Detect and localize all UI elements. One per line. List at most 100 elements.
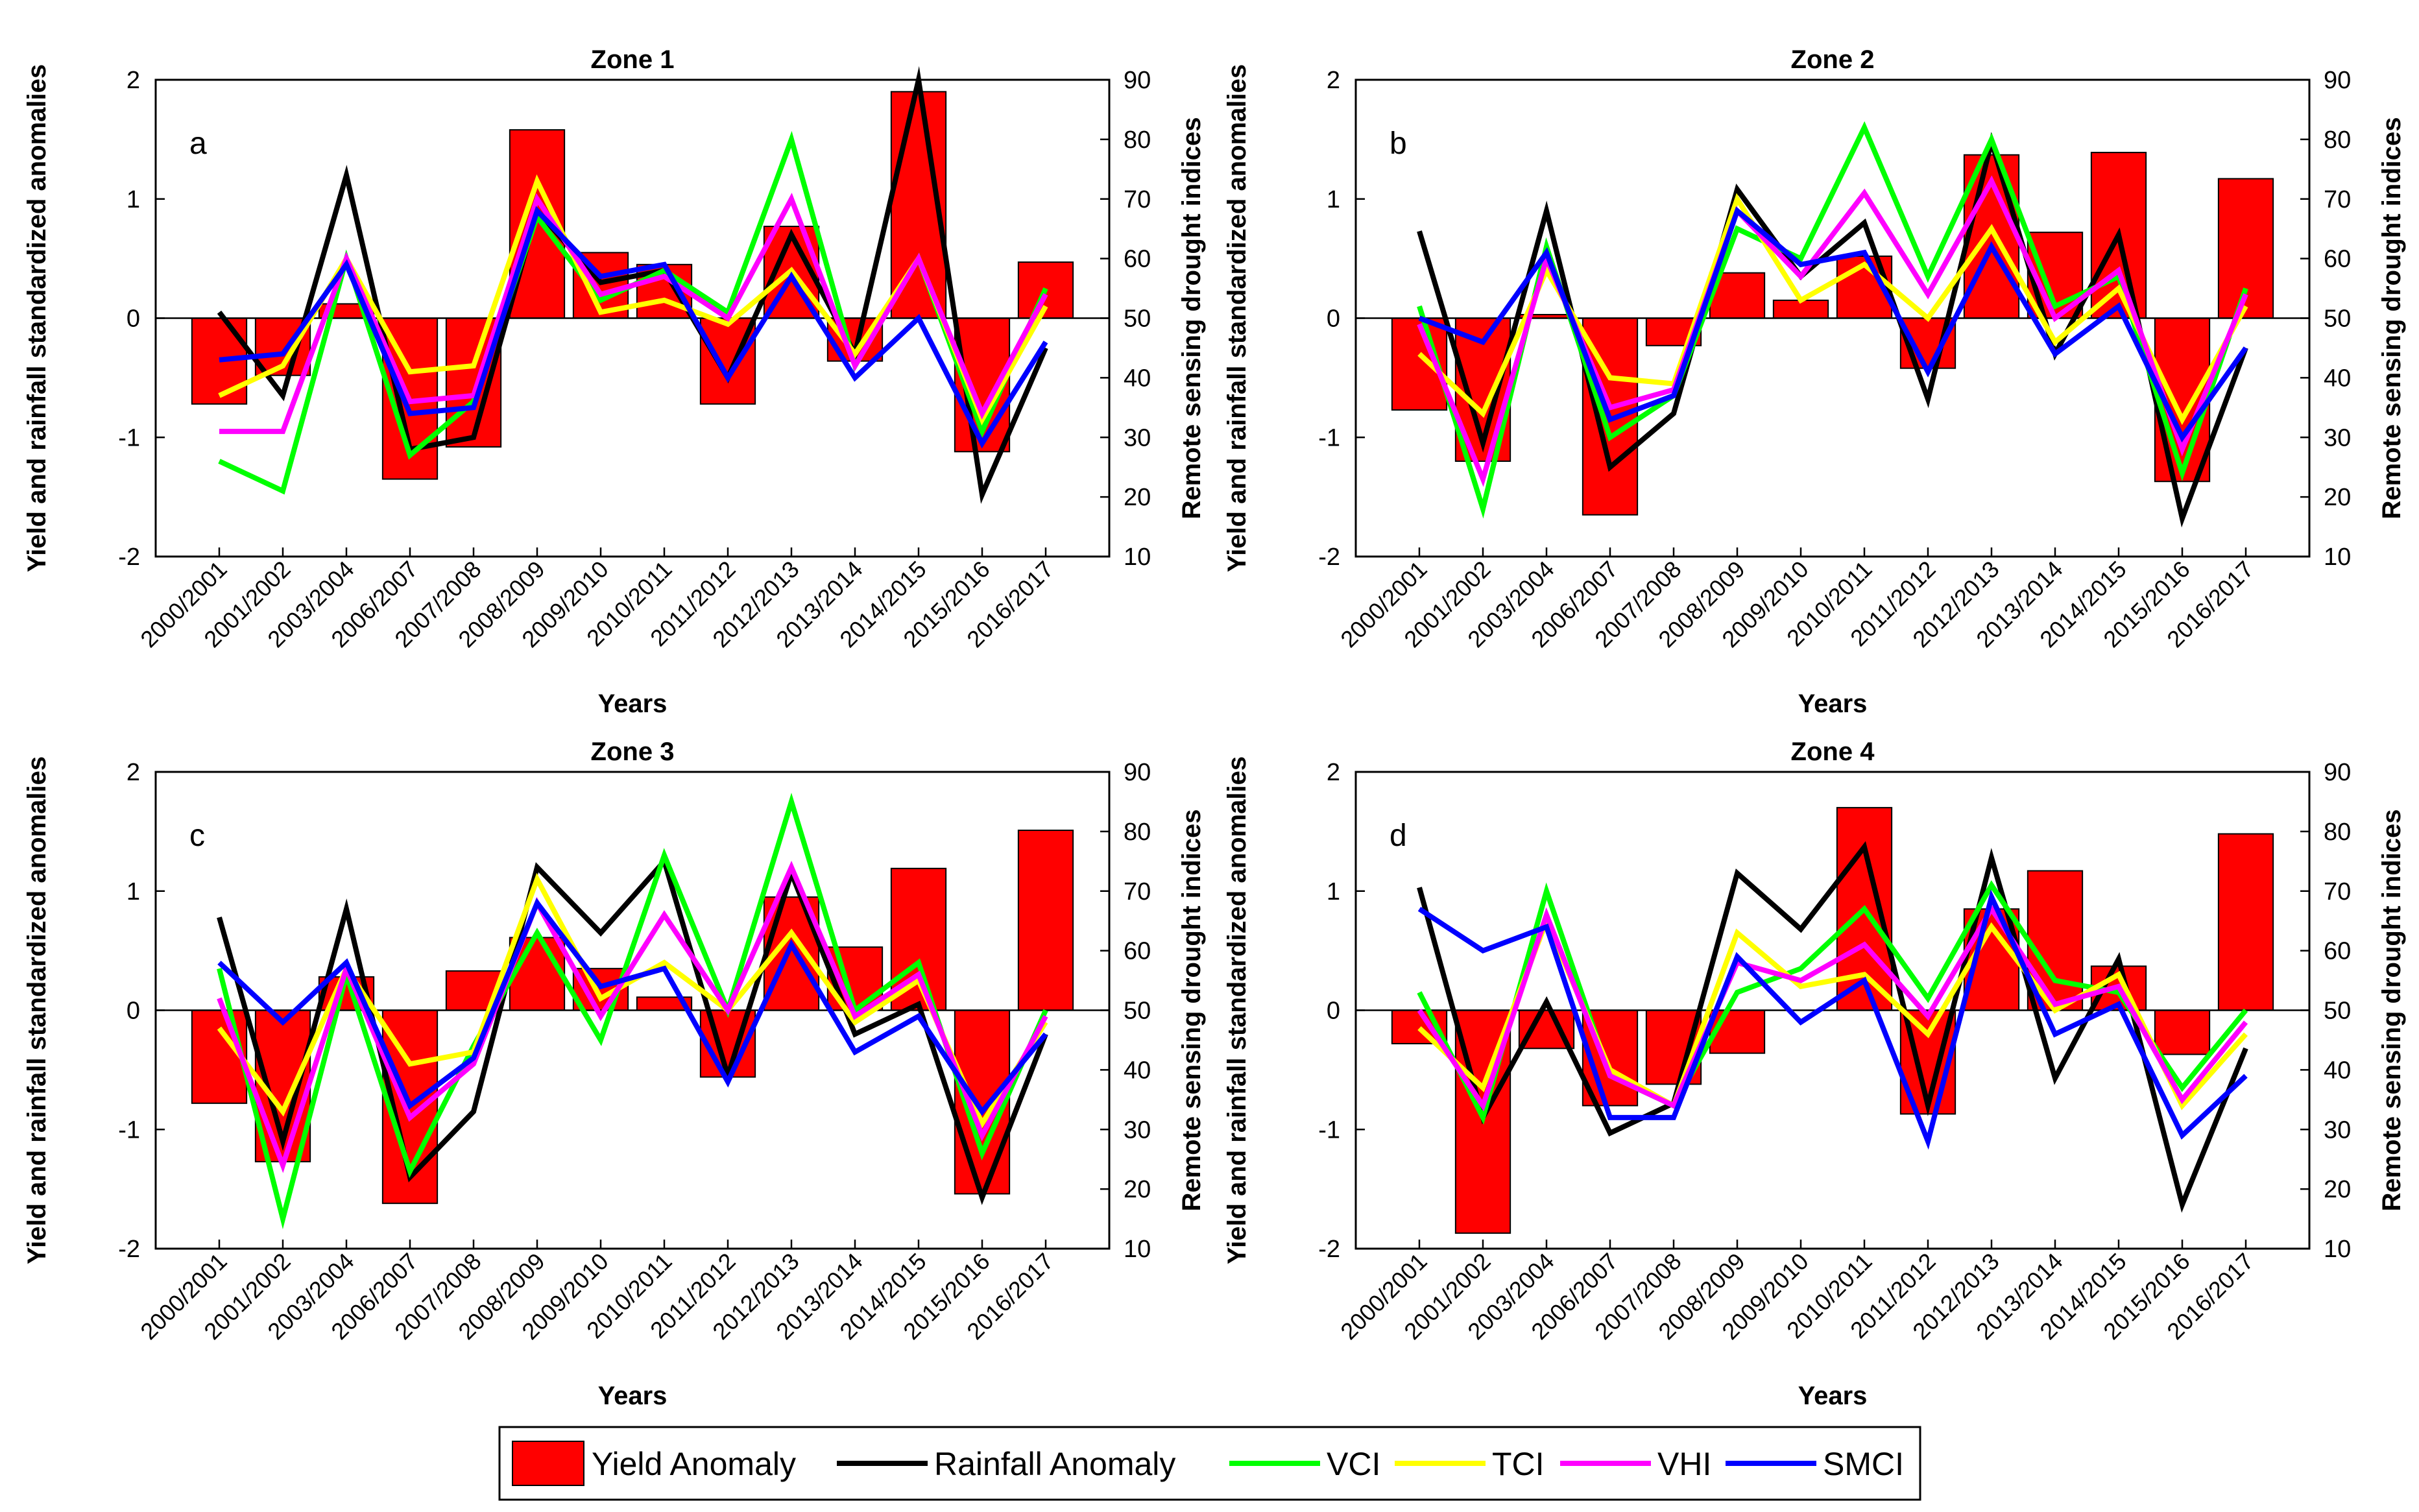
ytick-right-label-zone4: 90 [2324, 759, 2351, 786]
x-axis-title-zone3: Years [598, 1382, 668, 1410]
ytick-left-label-zone2: -2 [1318, 544, 1340, 571]
series-line-rainfall-zone3 [217, 856, 1048, 1205]
ytick-right-label-zone3: 30 [1124, 1116, 1151, 1144]
yield-bar-zone4 [2217, 833, 2274, 1011]
chart-title-zone4: Zone 4 [1791, 738, 1875, 766]
legend-label-rainfall-anomaly: Rainfall Anomaly [934, 1446, 1175, 1482]
ytick-left-label-zone3: -2 [118, 1236, 140, 1263]
ytick-right-label-zone1: 60 [1124, 246, 1151, 273]
ytick-right-label-zone2: 40 [2324, 365, 2351, 392]
yield-bar-zone3 [1017, 830, 1074, 1011]
panel-letter-zone3: c [189, 819, 205, 853]
ytick-left-label-zone2: -1 [1318, 424, 1340, 451]
y-axis-title-right-zone4: Remote sensing drought indices [2377, 809, 2406, 1211]
ytick-left-label-zone4: 1 [1327, 878, 1340, 906]
legend-label-tci: TCI [1492, 1446, 1545, 1482]
chart-panel-zone1: -2-10121020304050607080902000/20012001/2… [23, 45, 1206, 718]
chart-title-zone1: Zone 1 [591, 45, 675, 74]
ytick-left-label-zone4: -2 [1318, 1236, 1340, 1263]
ytick-right-label-zone1: 40 [1124, 365, 1151, 392]
y-axis-title-right-zone2: Remote sensing drought indices [2377, 117, 2406, 519]
legend-label-vhi: VHI [1657, 1446, 1711, 1482]
legend-item-tci: TCI [1395, 1446, 1545, 1482]
ytick-right-label-zone1: 20 [1124, 484, 1151, 511]
ytick-right-label-zone3: 10 [1124, 1236, 1151, 1263]
panels: -2-10121020304050607080902000/20012001/2… [23, 45, 2406, 1410]
ytick-right-label-zone4: 80 [2324, 819, 2351, 846]
y-axis-title-right-zone1: Remote sensing drought indices [1177, 117, 1206, 519]
yield-bar-zone1 [191, 317, 248, 405]
ytick-right-label-zone4: 60 [2324, 938, 2351, 965]
ytick-right-label-zone3: 70 [1124, 878, 1151, 906]
ytick-right-label-zone2: 50 [2324, 306, 2351, 333]
ytick-right-label-zone2: 60 [2324, 246, 2351, 273]
panel-letter-zone4: d [1390, 819, 1407, 853]
ytick-left-label-zone4: 0 [1327, 998, 1340, 1025]
ytick-left-label-zone1: -2 [118, 544, 140, 571]
ytick-left-label-zone4: -1 [1318, 1116, 1340, 1144]
series-line-smci-zone3 [217, 898, 1048, 1116]
ytick-right-label-zone4: 10 [2324, 1236, 2351, 1263]
legend-item-smci: SMCI [1726, 1446, 1904, 1482]
ytick-right-label-zone1: 70 [1124, 186, 1151, 213]
ytick-left-label-zone3: 1 [126, 878, 140, 906]
series-line-vhi-zone4 [1417, 904, 2248, 1112]
ytick-left-label-zone1: 0 [126, 306, 140, 333]
ytick-right-label-zone2: 90 [2324, 67, 2351, 94]
y-axis-title-left-zone1: Yield and rainfall standardized anomalie… [23, 64, 51, 572]
ytick-right-label-zone3: 80 [1124, 819, 1151, 846]
ytick-right-label-zone2: 80 [2324, 126, 2351, 154]
ytick-right-label-zone1: 80 [1124, 126, 1151, 154]
panel-letter-zone1: a [189, 126, 207, 161]
ytick-right-label-zone3: 40 [1124, 1057, 1151, 1084]
panel-letter-zone2: b [1390, 126, 1407, 161]
ytick-right-label-zone1: 10 [1124, 544, 1151, 571]
yield-bar-zone4 [2154, 1009, 2211, 1055]
legend-item-vhi: VHI [1560, 1446, 1711, 1482]
series-line-vhi-zone1 [219, 193, 1048, 435]
ytick-right-label-zone1: 50 [1124, 306, 1151, 333]
ytick-left-label-zone2: 0 [1327, 306, 1340, 333]
legend-swatch-yield-anomaly [512, 1441, 584, 1486]
y-axis-title-left-zone3: Yield and rainfall standardized anomalie… [23, 756, 51, 1264]
series-line-smci-zone4 [1417, 889, 2248, 1150]
yield-bar-zone3 [191, 1009, 248, 1104]
legend-label-yield-anomaly: Yield Anomaly [592, 1446, 796, 1482]
series-line-rainfall-zone2 [1417, 132, 2248, 528]
legend-label-vci: VCI [1327, 1446, 1380, 1482]
legend-box [498, 1426, 1921, 1501]
series-line-smci-zone1 [219, 206, 1048, 449]
ytick-left-label-zone1: -1 [118, 424, 140, 451]
ytick-left-label-zone2: 1 [1327, 186, 1340, 213]
ytick-right-label-zone2: 20 [2324, 484, 2351, 511]
y-axis-title-right-zone3: Remote sensing drought indices [1177, 809, 1206, 1211]
ytick-left-label-zone3: -1 [118, 1116, 140, 1144]
yield-bar-zone4 [1709, 1009, 1766, 1054]
legend-item-rainfall-anomaly: Rainfall Anomaly [837, 1446, 1175, 1482]
ytick-left-label-zone4: 2 [1327, 759, 1340, 786]
legend-label-smci: SMCI [1823, 1446, 1904, 1482]
legend: Yield Anomaly Rainfall Anomaly VCI TCI V… [498, 1426, 1921, 1501]
legend-item-yield-anomaly: Yield Anomaly [512, 1441, 796, 1486]
ytick-left-label-zone3: 2 [126, 759, 140, 786]
y-axis-title-left-zone4: Yield and rainfall standardized anomalie… [1223, 756, 1251, 1264]
series-line-smci-zone2 [1418, 206, 2248, 443]
ytick-left-label-zone1: 1 [126, 186, 140, 213]
ytick-right-label-zone2: 30 [2324, 424, 2351, 451]
ytick-left-label-zone1: 2 [126, 67, 140, 94]
x-axis-title-zone1: Years [598, 690, 668, 718]
chart-title-zone2: Zone 2 [1791, 45, 1875, 74]
ytick-right-label-zone4: 70 [2324, 878, 2351, 906]
ytick-right-label-zone3: 50 [1124, 998, 1151, 1025]
ytick-right-label-zone4: 30 [2324, 1116, 2351, 1144]
ytick-left-label-zone3: 0 [126, 998, 140, 1025]
ytick-right-label-zone1: 30 [1124, 424, 1151, 451]
series-line-vhi-zone3 [217, 860, 1048, 1173]
ytick-right-label-zone4: 20 [2324, 1176, 2351, 1203]
ytick-right-label-zone3: 90 [1124, 759, 1151, 786]
legend-item-vci: VCI [1229, 1446, 1380, 1482]
ytick-right-label-zone4: 50 [2324, 998, 2351, 1025]
ytick-right-label-zone3: 60 [1124, 938, 1151, 965]
ytick-left-label-zone2: 2 [1327, 67, 1340, 94]
